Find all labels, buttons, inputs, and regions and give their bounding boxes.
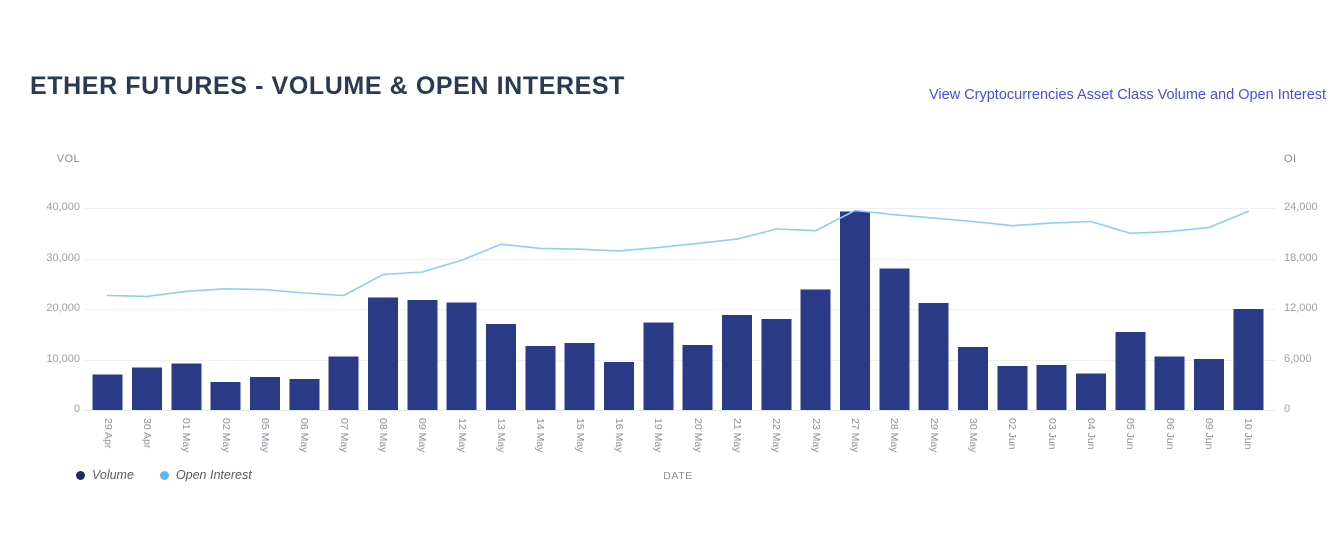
right-axis-tick: 12,000 xyxy=(1284,302,1318,314)
x-axis-label: 15 May xyxy=(573,418,586,453)
x-axis-label: 12 May xyxy=(455,418,468,453)
x-axis-label: 02 May xyxy=(219,418,232,453)
x-axis-label: 08 May xyxy=(377,418,389,453)
x-axis-label: 06 May xyxy=(298,418,311,453)
x-axis-label: 27 May xyxy=(849,418,861,453)
legend-label: Volume xyxy=(92,468,134,482)
volume-bar xyxy=(1076,373,1106,410)
page-title: ETHER FUTURES - VOLUME & OPEN INTEREST xyxy=(30,72,626,100)
volume-bar xyxy=(997,366,1028,410)
x-axis-baseline xyxy=(85,410,1276,411)
volume-bar xyxy=(92,374,123,410)
x-axis-label: 22 May xyxy=(770,418,783,453)
volume-bar xyxy=(525,345,556,410)
x-axis-label: 02 Jun xyxy=(1006,418,1019,450)
gridline xyxy=(85,208,1276,209)
legend-label: Open Interest xyxy=(175,468,252,482)
legend-item-open-interest[interactable]: Open Interest xyxy=(159,468,252,482)
x-axis-label: 30 Apr xyxy=(141,418,153,449)
x-axis-label: 09 May xyxy=(416,418,429,453)
right-axis-tick: 18,000 xyxy=(1284,251,1318,264)
volume-bar xyxy=(958,346,988,410)
x-axis-label: 09 Jun xyxy=(1203,418,1215,450)
legend: Volume Open Interest xyxy=(76,468,252,482)
volume-bar xyxy=(761,319,792,410)
x-axis-label: 03 Jun xyxy=(1045,418,1058,450)
volume-bar xyxy=(132,367,162,410)
volume-bar xyxy=(250,377,280,410)
volume-bar xyxy=(800,289,831,410)
legend-item-volume[interactable]: Volume xyxy=(76,468,134,482)
volume-bar xyxy=(210,382,241,410)
volume-dot-icon xyxy=(76,470,85,480)
x-axis-label: 01 May xyxy=(180,418,193,453)
right-axis-tick: 24,000 xyxy=(1284,201,1318,213)
gridline xyxy=(85,309,1276,310)
gridline xyxy=(85,359,1276,361)
volume-bar xyxy=(604,362,634,410)
volume-bar xyxy=(1233,309,1264,410)
plot-area xyxy=(92,209,1264,410)
x-axis-label: 06 Jun xyxy=(1163,418,1176,450)
x-axis-label: 19 May xyxy=(652,418,665,453)
x-axis-label: 20 May xyxy=(691,418,704,453)
volume-bar xyxy=(564,342,595,410)
x-axis-label: 28 May xyxy=(888,418,901,453)
volume-bar xyxy=(879,268,910,410)
left-axis-tick: 0 xyxy=(73,403,80,415)
x-axis-label: 13 May xyxy=(495,418,507,453)
gridline xyxy=(85,258,1276,260)
x-axis-label: 10 Jun xyxy=(1242,418,1255,450)
x-axis-label: 14 May xyxy=(534,418,547,453)
volume-bar xyxy=(368,297,398,410)
volume-bar xyxy=(486,324,516,410)
x-axis-title: DATE xyxy=(663,470,693,482)
open-interest-line xyxy=(106,209,1250,298)
right-axis-tick: 0 xyxy=(1284,403,1291,415)
x-axis-label: 07 May xyxy=(337,418,350,453)
open-interest-dot-icon xyxy=(159,470,169,480)
volume-bar xyxy=(171,363,202,410)
left-axis-tick: 20,000 xyxy=(46,302,80,314)
x-axis-label: 04 Jun xyxy=(1085,418,1097,450)
volume-bar xyxy=(1115,332,1146,410)
volume-bar xyxy=(1154,356,1185,410)
x-axis-label: 23 May xyxy=(809,418,822,453)
x-axis-label: 05 May xyxy=(259,418,271,453)
volume-bar xyxy=(289,379,320,410)
right-axis-tick: 6,000 xyxy=(1284,352,1312,365)
asset-class-volume-link[interactable]: View Cryptocurrencies Asset Class Volume… xyxy=(929,87,1327,103)
volume-bar xyxy=(328,356,359,410)
x-axis-label: 16 May xyxy=(613,418,625,453)
volume-bar xyxy=(840,211,870,410)
volume-bar xyxy=(918,302,949,410)
volume-bar xyxy=(643,322,674,410)
volume-bar xyxy=(722,315,752,410)
volume-bar xyxy=(446,302,477,410)
volume-bar xyxy=(1194,359,1224,410)
left-axis-tick: 10,000 xyxy=(46,352,80,365)
left-axis-title: VOL xyxy=(56,153,80,165)
left-axis-tick: 30,000 xyxy=(46,251,80,264)
volume-bar xyxy=(407,299,438,410)
left-axis-tick: 40,000 xyxy=(46,201,80,213)
right-axis-title: OI xyxy=(1284,153,1297,165)
x-axis-label: 29 May xyxy=(927,418,940,453)
x-axis-label: 30 May xyxy=(967,418,979,453)
x-axis-label: 05 Jun xyxy=(1124,418,1137,450)
x-axis-label: 21 May xyxy=(731,418,743,453)
x-axis-label: 29 Apr xyxy=(101,418,114,449)
volume-bar xyxy=(682,344,713,410)
volume-bar xyxy=(1036,365,1067,410)
